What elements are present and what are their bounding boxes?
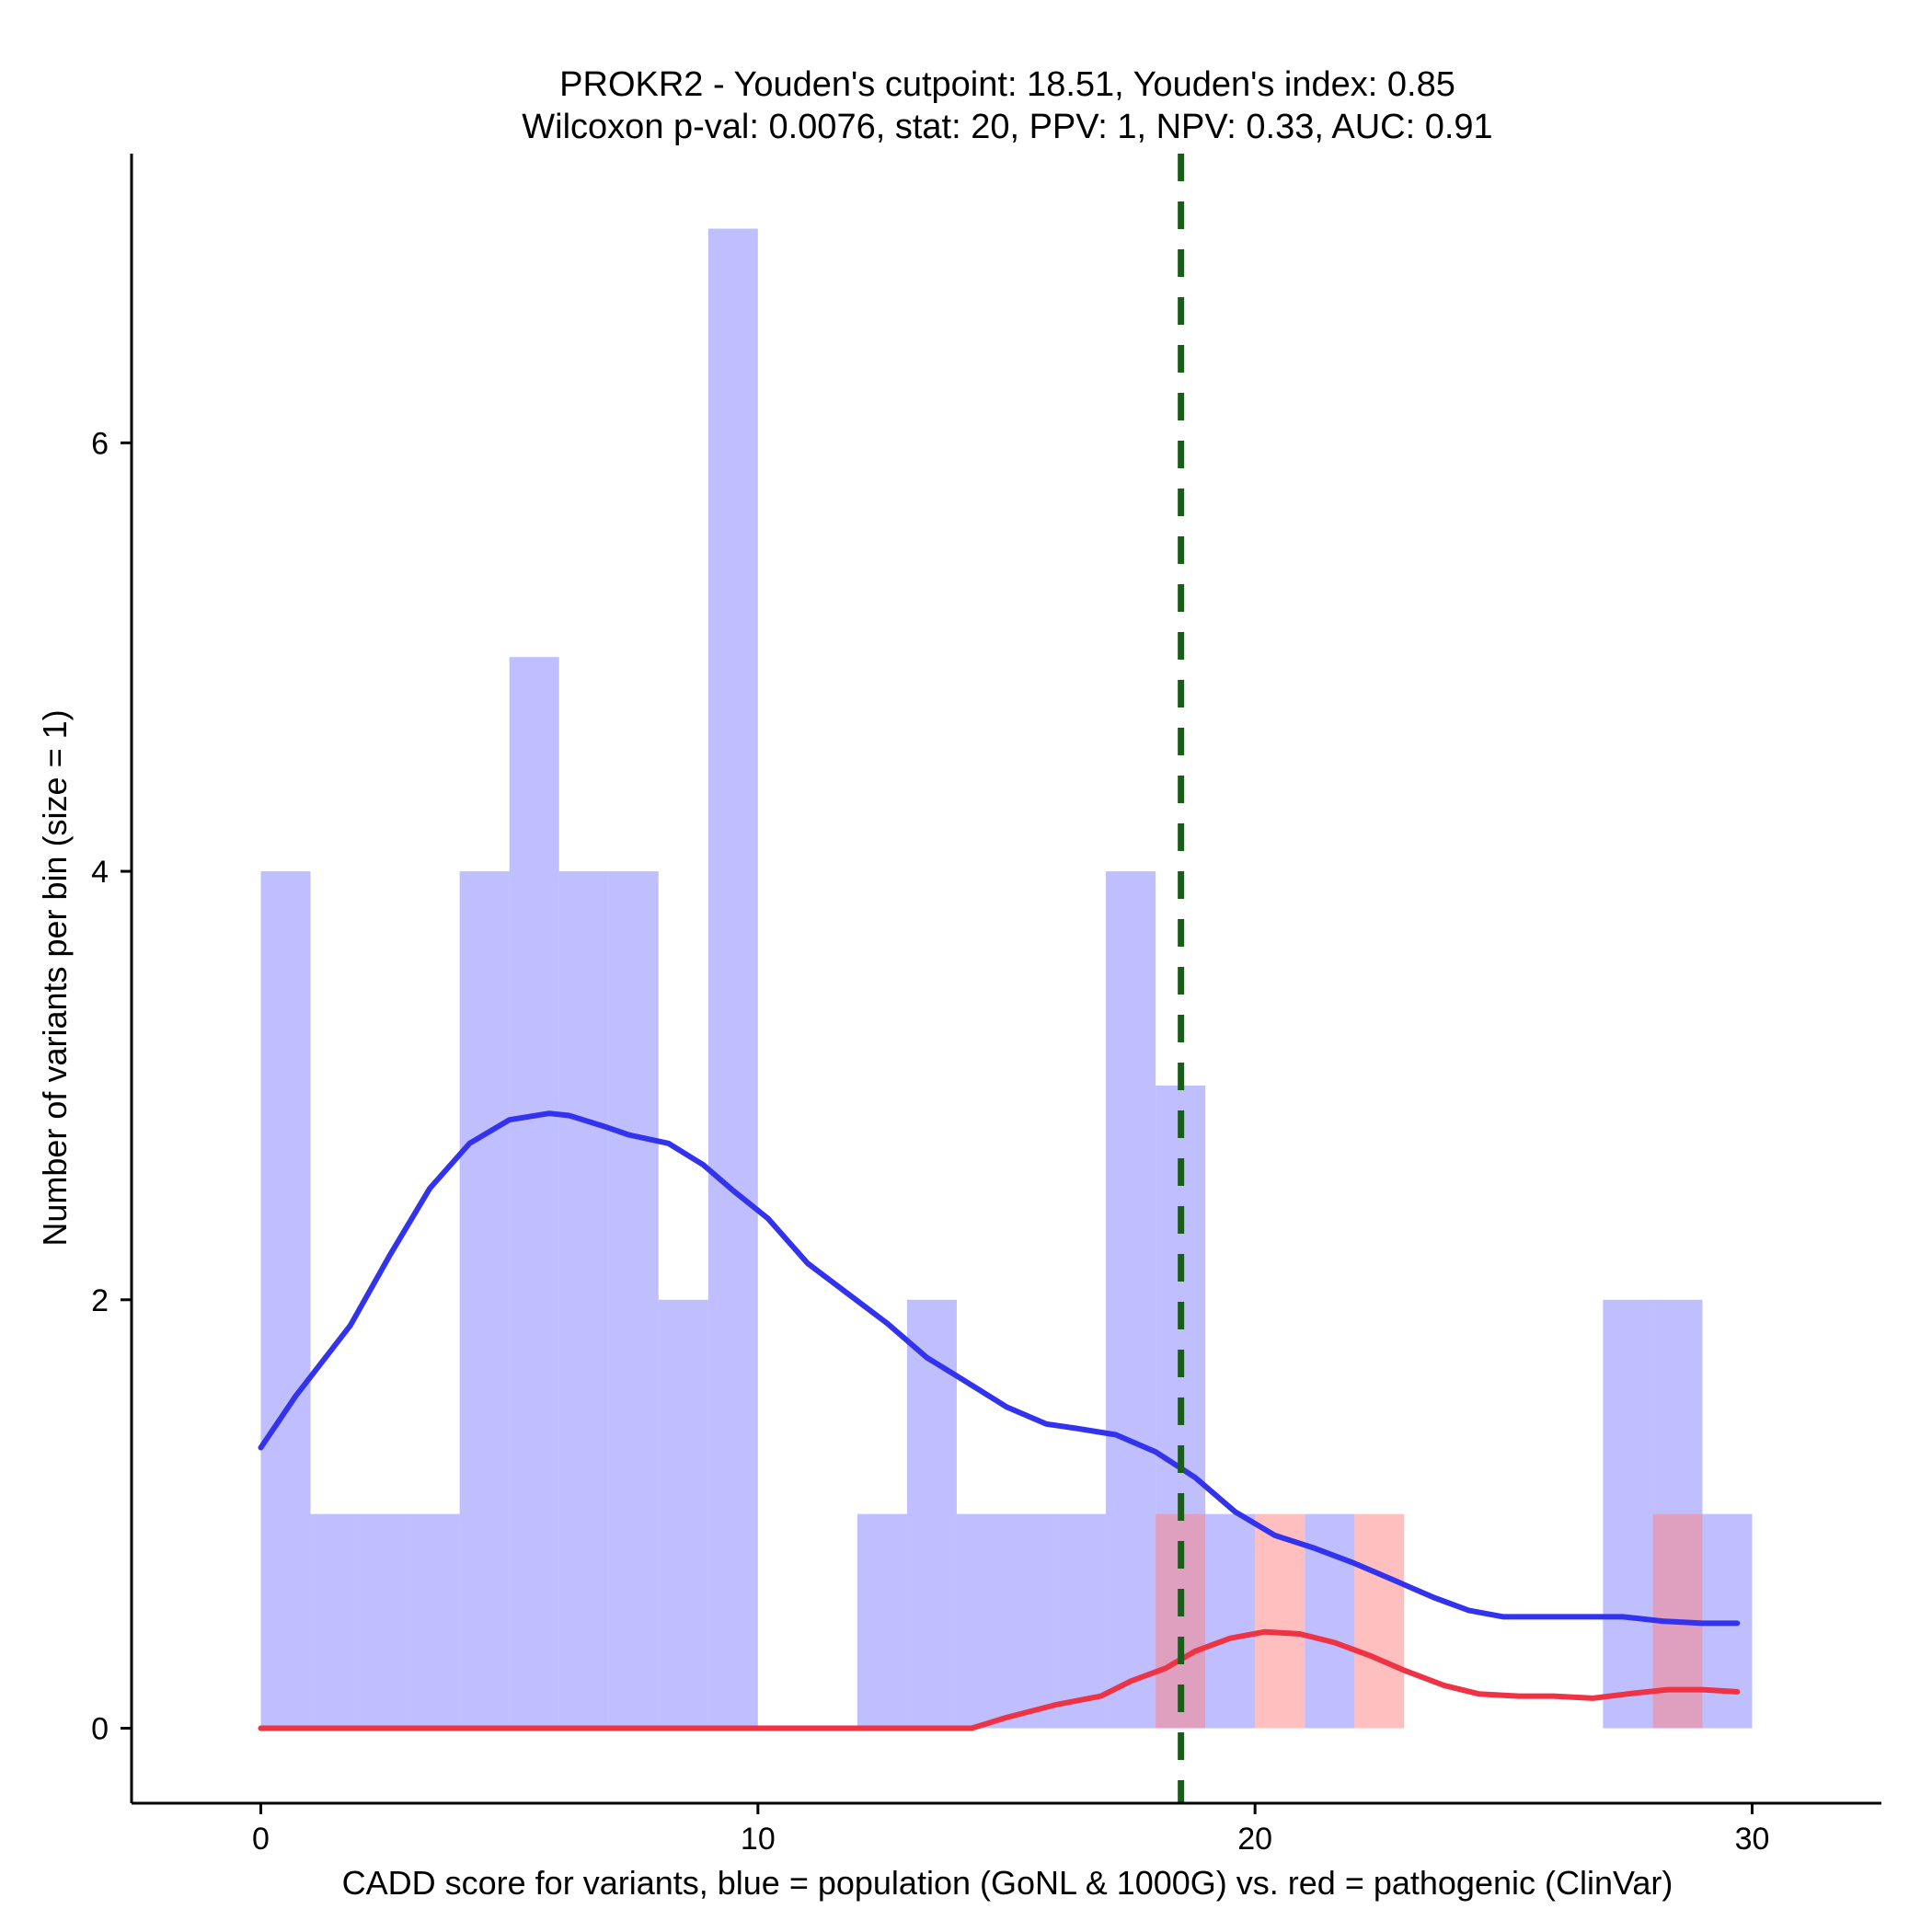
population-bar-8	[658, 1299, 708, 1729]
pathogenic-bar-20	[1255, 1513, 1305, 1729]
chart-title-line-1: PROKR2 - Youden's cutpoint: 18.51, Youde…	[559, 65, 1455, 104]
population-bar-14	[956, 1513, 1006, 1729]
population-bar-15	[1006, 1513, 1057, 1729]
population-bar-5	[509, 657, 559, 1729]
population-bar-2	[360, 1513, 410, 1729]
y-tick-label-2: 2	[91, 1283, 109, 1318]
pathogenic-density-curve	[258, 1628, 1741, 1731]
population-bar-17	[1106, 871, 1156, 1729]
population-density-curve	[258, 1110, 1741, 1627]
population-bar-13	[906, 1299, 957, 1729]
population-bar-9	[707, 228, 758, 1729]
population-bar-0	[260, 871, 311, 1729]
x-axis-label: CADD score for variants, blue = populati…	[342, 1864, 1673, 1902]
y-tick-label-4: 4	[91, 855, 109, 890]
density-curves	[258, 1110, 1741, 1731]
histogram-bars	[260, 228, 1753, 1729]
population-bar-4	[459, 871, 510, 1729]
chart-title-line-2: Wilcoxon p-val: 0.0076, stat: 20, PPV: 1…	[522, 108, 1492, 146]
pathogenic-bar-22	[1354, 1513, 1405, 1729]
population-bar-19	[1205, 1513, 1256, 1729]
population-bar-1	[310, 1513, 361, 1729]
y-tick-label-0: 0	[91, 1712, 109, 1747]
population-bar-7	[608, 871, 659, 1729]
population-bar-27	[1603, 1299, 1653, 1729]
y-axis-ticks: 0 2 4 6	[91, 426, 132, 1747]
population-bar-6	[558, 871, 609, 1729]
x-tick-label-30: 30	[1735, 1822, 1770, 1857]
x-tick-label-20: 20	[1237, 1822, 1272, 1857]
population-bar-3	[409, 1513, 460, 1729]
x-axis-ticks: 0 10 20 30	[252, 1803, 1769, 1857]
y-axis-label: Number of variants per bin (size = 1)	[36, 709, 74, 1246]
x-tick-label-10: 10	[741, 1822, 776, 1857]
population-bar-16	[1056, 1513, 1107, 1729]
population-bar-12	[857, 1513, 907, 1729]
x-tick-label-0: 0	[252, 1822, 270, 1857]
y-tick-label-6: 6	[91, 426, 109, 461]
